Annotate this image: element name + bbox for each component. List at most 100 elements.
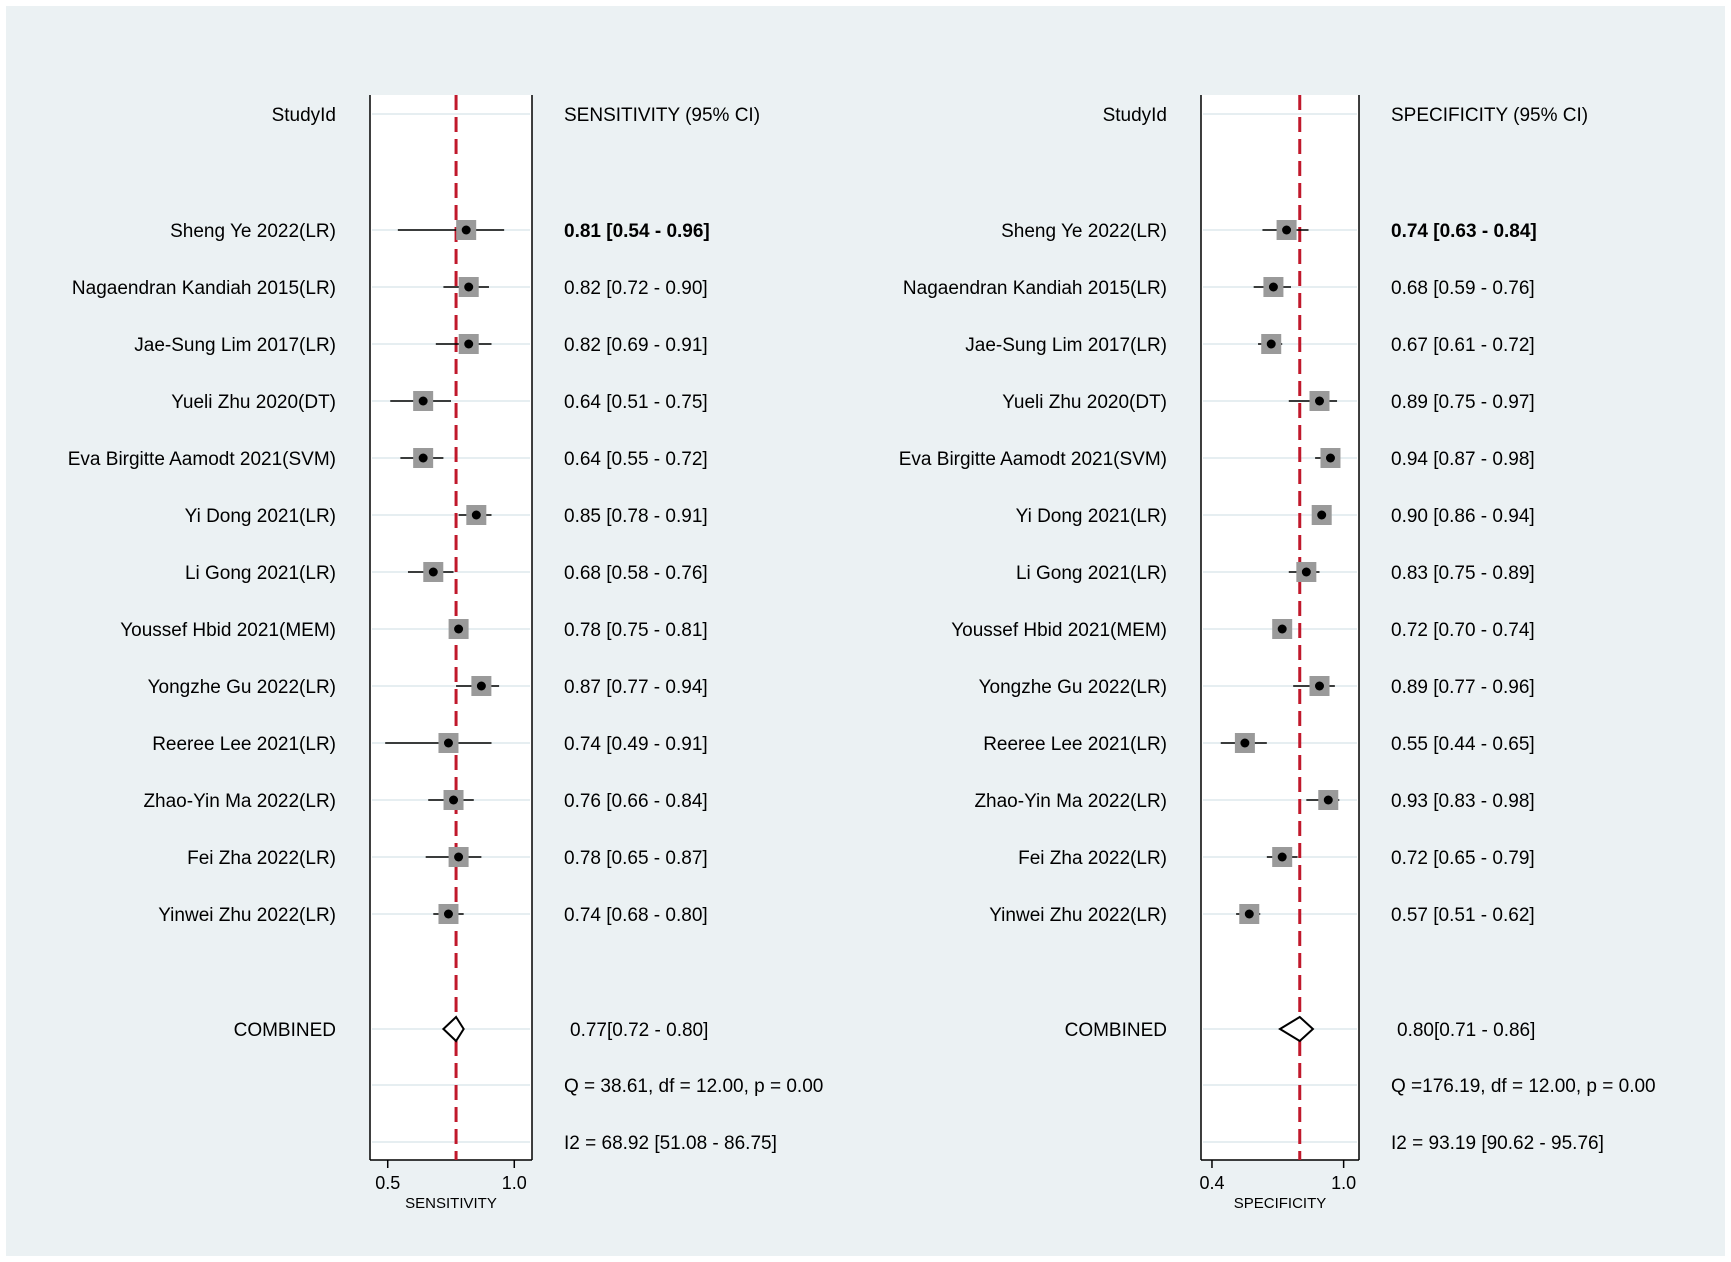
specificity-forest-panel: StudyId SPECIFICITY (95% CI) 0.4 1.0SPECIFI… [899,95,1656,1212]
study-point-estimate [428,567,438,577]
study-name: Eva Birgitte Aamodt 2021(SVM) [68,449,336,470]
study-name: Eva Birgitte Aamodt 2021(SVM) [899,449,1167,470]
study-estimate-label: 0.72 [0.70 - 0.74] [1391,620,1535,641]
combined-diamond [1278,1015,1315,1043]
combined-diamond [441,1015,465,1043]
combined-label: COMBINED [234,1020,336,1041]
study-name: Yinwei Zhu 2022(LR) [158,905,336,926]
sensitivity-forest-panel: StudyId SENSITIVITY (95% CI) 0.5 1.0 SENSITI… [68,95,823,1212]
study-point-estimate [1240,738,1250,748]
study-name: Nagaendran Kandiah 2015(LR) [903,278,1167,299]
study-estimate-label: 0.72 [0.65 - 0.79] [1391,848,1535,869]
study-estimate-label: 0.64 [0.55 - 0.72] [564,449,708,470]
study-point-estimate [418,453,428,463]
study-name: Zhao-Yin Ma 2022(LR) [143,791,336,812]
study-point-estimate [471,510,481,520]
study-name: Li Gong 2021(LR) [185,563,336,584]
study-name: Fei Zha 2022(LR) [1018,848,1167,869]
study-name: Jae-Sung Lim 2017(LR) [965,335,1167,356]
study-estimate-label: 0.94 [0.87 - 0.98] [1391,449,1535,470]
column-header-value: SPECIFICITY (95% CI) [1391,105,1588,126]
study-name: Yueli Zhu 2020(DT) [171,392,336,413]
study-point-estimate [464,282,474,292]
study-estimate-label: 0.68 [0.58 - 0.76] [564,563,708,584]
x-tick-label: 0.4 [1199,1173,1224,1193]
heterogeneity-q-stat: Q =176.19, df = 12.00, p = 0.00 [1391,1076,1656,1097]
study-estimate-label: 0.78 [0.65 - 0.87] [564,848,708,869]
study-point-estimate [454,624,464,634]
study-point-estimate [1268,282,1278,292]
x-tick-label: 1.0 [502,1173,527,1193]
study-point-estimate [443,909,453,919]
study-estimate-label: 0.76 [0.66 - 0.84] [564,791,708,812]
study-estimate-label: 0.93 [0.83 - 0.98] [1391,791,1535,812]
study-point-estimate [1266,339,1276,349]
column-header-study: StudyId [1103,105,1167,126]
study-name: Yongzhe Gu 2022(LR) [979,677,1167,698]
study-point-estimate [1277,624,1287,634]
study-estimate-label: 0.85 [0.78 - 0.91] [564,506,708,527]
study-name: Fei Zha 2022(LR) [187,848,336,869]
study-estimate-label: 0.90 [0.86 - 0.94] [1391,506,1535,527]
study-estimate-label: 0.82 [0.69 - 0.91] [564,335,708,356]
study-point-estimate [1325,453,1335,463]
study-name: Zhao-Yin Ma 2022(LR) [974,791,1167,812]
study-point-estimate [1301,567,1311,577]
study-estimate-label: 0.67 [0.61 - 0.72] [1391,335,1535,356]
study-name: Yinwei Zhu 2022(LR) [989,905,1167,926]
study-estimate-label: 0.82 [0.72 - 0.90] [564,278,708,299]
study-name: Reeree Lee 2021(LR) [983,734,1167,755]
study-name: Yi Dong 2021(LR) [1016,506,1167,527]
study-name: Li Gong 2021(LR) [1016,563,1167,584]
study-name: Youssef Hbid 2021(MEM) [120,620,336,641]
combined-estimate-label: 0.80[0.71 - 0.86] [1397,1020,1535,1041]
column-header-study: StudyId [272,105,336,126]
combined-estimate-label: 0.77[0.72 - 0.80] [570,1020,708,1041]
study-point-estimate [454,852,464,862]
study-estimate-label: 0.64 [0.51 - 0.75] [564,392,708,413]
study-point-estimate [461,225,471,235]
x-tick-label: 0.5 [375,1173,400,1193]
figure-background [6,6,1725,1256]
study-estimate-label: 0.78 [0.75 - 0.81] [564,620,708,641]
heterogeneity-i2-stat: I2 = 68.92 [51.08 - 86.75] [564,1133,777,1154]
study-name: Yongzhe Gu 2022(LR) [148,677,336,698]
study-name: Jae-Sung Lim 2017(LR) [134,335,336,356]
heterogeneity-q-stat: Q = 38.61, df = 12.00, p = 0.00 [564,1076,823,1097]
study-name: Nagaendran Kandiah 2015(LR) [72,278,336,299]
study-point-estimate [449,795,459,805]
column-header-value: SENSITIVITY (95% CI) [564,105,760,126]
study-name: Youssef Hbid 2021(MEM) [951,620,1167,641]
x-axis-title: SPECIFICITY [1234,1195,1327,1212]
study-point-estimate [1282,225,1292,235]
x-axis-title: SENSITIVITY [405,1195,497,1212]
study-point-estimate [1323,795,1333,805]
study-point-estimate [476,681,486,691]
study-name: Reeree Lee 2021(LR) [152,734,336,755]
study-estimate-label: 0.81 [0.54 - 0.96] [564,221,710,242]
study-point-estimate [464,339,474,349]
heterogeneity-i2-stat: I2 = 93.19 [90.62 - 95.76] [1391,1133,1604,1154]
study-estimate-label: 0.89 [0.75 - 0.97] [1391,392,1535,413]
study-point-estimate [418,396,428,406]
study-estimate-label: 0.74 [0.63 - 0.84] [1391,221,1537,242]
combined-label: COMBINED [1065,1020,1167,1041]
study-name: Sheng Ye 2022(LR) [170,221,336,242]
study-estimate-label: 0.74 [0.68 - 0.80] [564,905,708,926]
study-point-estimate [1315,681,1324,691]
study-point-estimate [443,738,453,748]
study-estimate-label: 0.55 [0.44 - 0.65] [1391,734,1535,755]
study-point-estimate [1244,909,1254,919]
study-point-estimate [1277,852,1287,862]
study-name: Sheng Ye 2022(LR) [1001,221,1167,242]
study-name: Yueli Zhu 2020(DT) [1002,392,1167,413]
study-estimate-label: 0.57 [0.51 - 0.62] [1391,905,1535,926]
study-estimate-label: 0.68 [0.59 - 0.76] [1391,278,1535,299]
study-point-estimate [1317,510,1327,520]
x-tick-label: 1.0 [1331,1173,1356,1193]
study-estimate-label: 0.87 [0.77 - 0.94] [564,677,708,698]
study-point-estimate [1315,396,1324,406]
study-estimate-label: 0.89 [0.77 - 0.96] [1391,677,1535,698]
study-name: Yi Dong 2021(LR) [185,506,336,527]
